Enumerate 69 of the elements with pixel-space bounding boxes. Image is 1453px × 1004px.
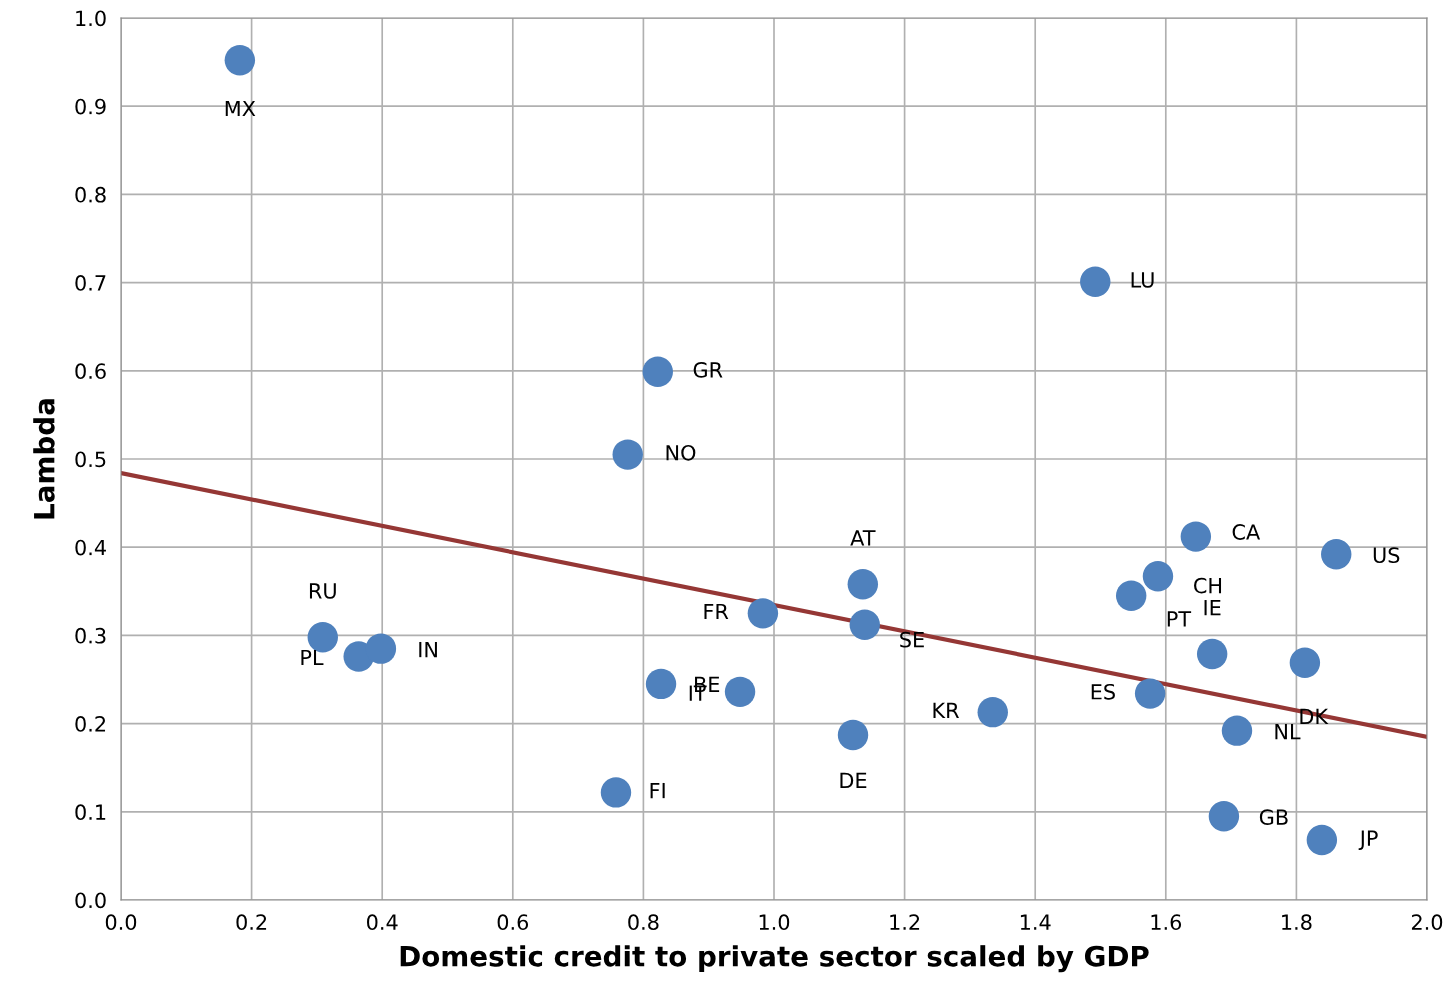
point xyxy=(837,719,869,751)
y-tick-label: 1.0 xyxy=(76,10,106,27)
point xyxy=(642,356,673,387)
x-tick-label: 2.0 xyxy=(1411,914,1443,931)
annotation: FI xyxy=(650,782,665,799)
annotation: PT xyxy=(1167,611,1192,627)
point xyxy=(1321,539,1352,570)
annotation: IE xyxy=(1204,600,1221,616)
point xyxy=(847,569,879,600)
point xyxy=(849,609,880,641)
point xyxy=(365,633,397,664)
y-tick-label: 0.3 xyxy=(75,627,106,644)
point xyxy=(1196,638,1228,670)
y-tick-label: 0.7 xyxy=(75,275,106,291)
point xyxy=(224,45,256,76)
y-tick-label: 0.2 xyxy=(75,716,106,732)
annotation: IN xyxy=(419,641,437,658)
x-axis-title: Domestic credit to private sector scaled by GDP xyxy=(400,945,1149,973)
point xyxy=(600,777,632,808)
annotation: CH xyxy=(1194,577,1222,594)
x-tick-label: 0.0 xyxy=(105,914,137,931)
annotation: NL xyxy=(1275,723,1301,740)
annotation: SE xyxy=(900,631,924,648)
point xyxy=(645,668,677,700)
x-tick-label: 1.2 xyxy=(890,914,920,930)
y-axis-title: Lambda xyxy=(33,399,55,519)
x-tick-label: 1.4 xyxy=(1020,914,1051,930)
annotation: NO xyxy=(666,444,696,461)
annotation: FR xyxy=(704,603,729,620)
point xyxy=(1134,678,1166,709)
x-tick-label: 1.6 xyxy=(1151,914,1182,931)
point xyxy=(1180,521,1212,552)
annotation: LU xyxy=(1131,272,1154,288)
point xyxy=(1208,801,1240,832)
x-tick-label: 0.6 xyxy=(497,914,529,931)
annotation: ES xyxy=(1091,683,1115,700)
x-tick-label: 1.8 xyxy=(1282,914,1312,931)
annotation: GB xyxy=(1259,809,1288,826)
annotation: JP xyxy=(1358,830,1378,850)
y-tick-label: 0.9 xyxy=(75,98,106,115)
annotation: KR xyxy=(933,702,959,718)
annotation: RU xyxy=(309,583,336,599)
point xyxy=(612,439,643,470)
y-tick-label: 0.4 xyxy=(75,539,106,556)
annotation: DE xyxy=(840,772,867,789)
point xyxy=(724,676,756,708)
x-tick-label: 1.0 xyxy=(759,914,790,931)
annotation: GR xyxy=(693,361,723,378)
annotation: CA xyxy=(1232,524,1261,540)
point xyxy=(747,598,779,629)
point xyxy=(1115,580,1147,611)
annotation: PL xyxy=(301,649,324,666)
y-tick-label: 0.1 xyxy=(75,804,106,821)
y-tick-label: 0.6 xyxy=(75,363,106,380)
y-tick-label: 0.5 xyxy=(75,451,106,468)
annotation: MX xyxy=(225,100,256,117)
point xyxy=(1142,561,1174,592)
annotation: AT xyxy=(850,530,876,546)
y-tick-label: 0.8 xyxy=(75,186,106,203)
point xyxy=(1080,266,1111,297)
annotation: US xyxy=(1373,547,1400,564)
y-tick-label: 0.0 xyxy=(75,892,106,909)
x-tick-label: 0.8 xyxy=(628,914,659,931)
point xyxy=(1289,647,1321,678)
point xyxy=(1306,824,1338,856)
point xyxy=(1221,715,1253,746)
point xyxy=(977,696,1008,728)
x-tick-label: 0.2 xyxy=(236,914,267,931)
x-tick-label: 0.4 xyxy=(367,914,398,931)
